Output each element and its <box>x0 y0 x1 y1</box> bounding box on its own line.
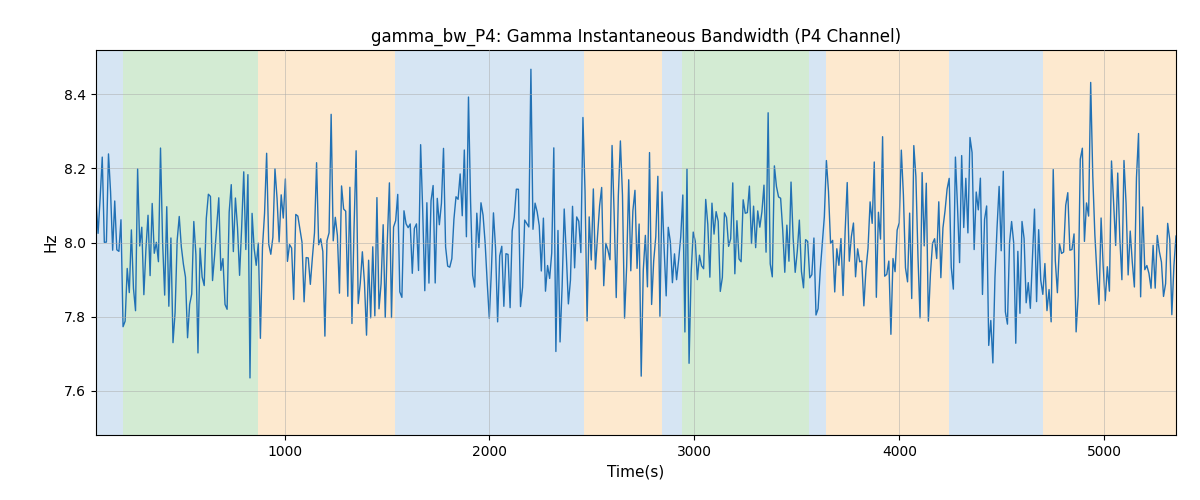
Bar <box>583 50 661 435</box>
Bar <box>258 50 395 435</box>
Bar <box>682 50 809 435</box>
Bar <box>122 50 258 435</box>
Bar <box>809 50 826 435</box>
Bar <box>967 50 1043 435</box>
Bar <box>412 50 583 435</box>
X-axis label: Time(s): Time(s) <box>607 464 665 479</box>
Y-axis label: Hz: Hz <box>43 233 59 252</box>
Title: gamma_bw_P4: Gamma Instantaneous Bandwidth (P4 Channel): gamma_bw_P4: Gamma Instantaneous Bandwid… <box>371 28 901 46</box>
Bar <box>826 50 948 435</box>
Bar <box>96 50 122 435</box>
Bar <box>948 50 967 435</box>
Bar <box>661 50 682 435</box>
Bar <box>395 50 412 435</box>
Bar <box>1043 50 1176 435</box>
